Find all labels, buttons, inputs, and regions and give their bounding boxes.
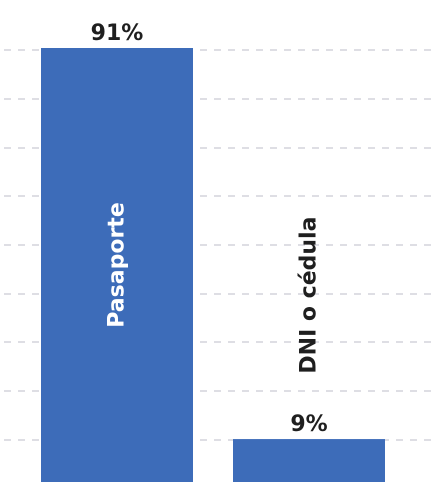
bars-group	[41, 48, 385, 482]
category-label-pasaporte: Pasaporte	[105, 202, 130, 327]
value-label-dni-o-cedula: 9%	[290, 412, 327, 437]
bar-pasaporte	[41, 48, 193, 482]
category-label-dni-o-cedula: DNI o cédula	[297, 217, 322, 374]
labels-group: 91% Pasaporte 9% DNI o cédula	[91, 21, 328, 437]
bar-dni-o-cedula	[233, 439, 385, 482]
value-label-pasaporte: 91%	[91, 21, 144, 46]
